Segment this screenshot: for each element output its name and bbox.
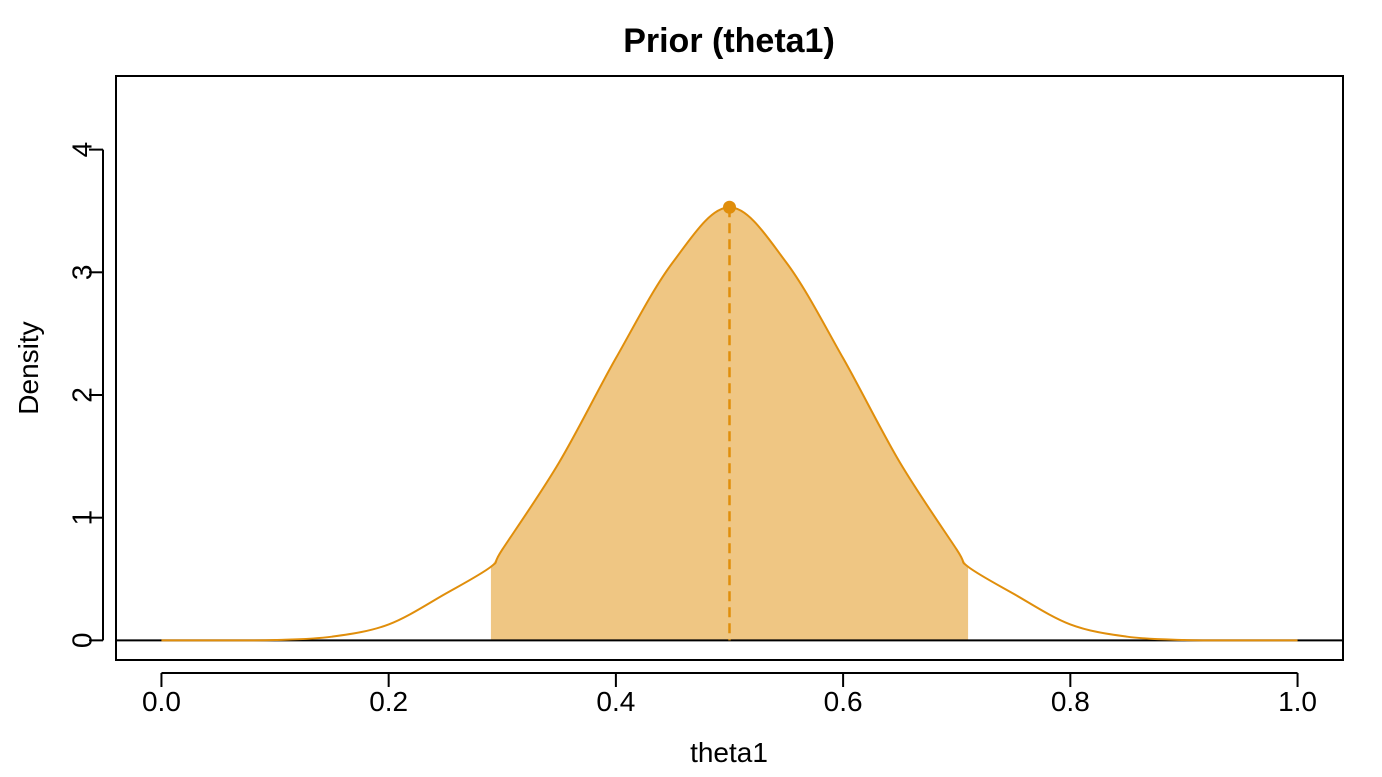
y-axis-label: Density [13, 321, 44, 414]
y-tick-label: 2 [66, 387, 97, 403]
x-axis: 0.0 0.2 0.4 0.6 0.8 1.0 [142, 672, 1317, 717]
y-axis: 0 1 2 3 4 [66, 142, 104, 649]
y-tick-label: 4 [66, 142, 97, 158]
x-tick-label: 1.0 [1278, 686, 1317, 717]
mode-point [723, 200, 736, 214]
y-tick-label: 3 [66, 265, 97, 281]
x-tick-label: 0.6 [824, 686, 863, 717]
y-tick-label: 1 [66, 510, 97, 526]
x-axis-label: theta1 [690, 737, 768, 768]
chart-title: Prior (theta1) [623, 22, 835, 60]
x-tick-label: 0.4 [596, 686, 635, 717]
mode-marker-group [723, 200, 736, 641]
x-tick-label: 0.8 [1051, 686, 1090, 717]
y-tick-label: 0 [66, 633, 97, 649]
x-tick-label: 0.2 [369, 686, 408, 717]
plot-frame [115, 75, 1344, 661]
x-tick-label: 0.0 [142, 686, 181, 717]
